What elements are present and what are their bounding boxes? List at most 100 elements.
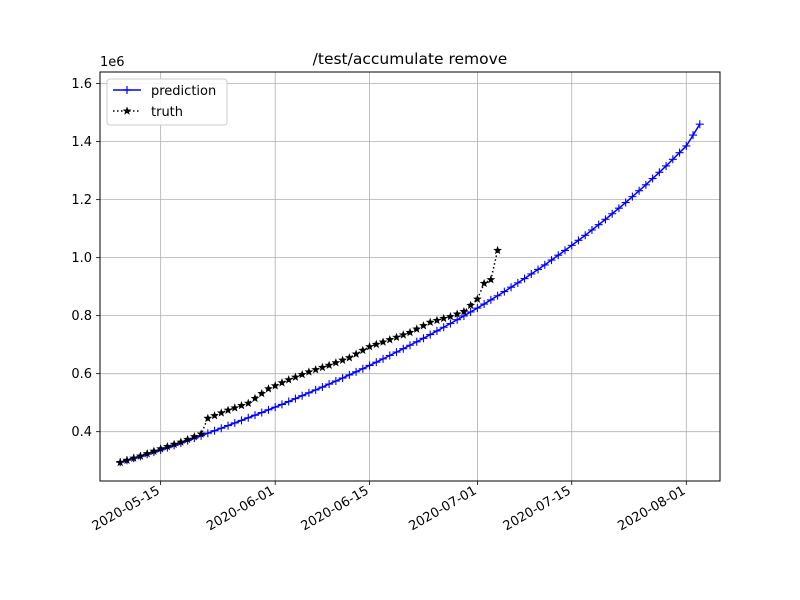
truth-marker — [371, 339, 381, 349]
prediction-marker — [446, 319, 455, 328]
truth-marker — [473, 294, 482, 303]
truth-marker — [439, 313, 449, 323]
prediction-marker — [567, 241, 576, 250]
truth-marker — [452, 309, 462, 318]
prediction-marker — [244, 413, 253, 422]
prediction-marker — [358, 364, 367, 373]
prediction-marker — [675, 148, 684, 157]
prediction-marker — [352, 367, 361, 376]
prediction-marker — [614, 204, 623, 213]
prediction-marker — [480, 300, 489, 309]
prediction-marker — [217, 424, 226, 433]
truth-marker — [331, 358, 341, 367]
y-tick-label: 1.0 — [71, 251, 92, 266]
prediction-marker — [379, 354, 388, 363]
truth-marker — [351, 349, 361, 358]
legend-truth-label: truth — [151, 105, 183, 120]
truth-marker — [264, 384, 273, 393]
truth-marker — [385, 335, 395, 344]
prediction-marker — [513, 278, 522, 287]
prediction-marker — [298, 391, 307, 400]
plot-frame — [99, 71, 721, 482]
prediction-marker — [473, 304, 482, 313]
prediction-marker — [689, 131, 698, 140]
truth-marker — [304, 367, 314, 376]
prediction-marker — [574, 236, 583, 245]
truth-marker — [136, 451, 145, 460]
truth-marker — [183, 434, 192, 444]
prediction-marker — [587, 225, 596, 234]
prediction-marker — [251, 411, 259, 420]
prediction-marker — [547, 256, 556, 265]
prediction-marker — [594, 220, 603, 229]
truth-marker — [230, 403, 240, 412]
truth-marker — [149, 446, 159, 455]
prediction-marker — [406, 341, 414, 350]
prediction-marker — [621, 198, 630, 207]
prediction-marker — [325, 380, 334, 389]
truth-marker — [210, 411, 219, 420]
truth-marker — [169, 439, 179, 449]
truth-marker — [277, 378, 287, 387]
truth-marker — [163, 441, 172, 451]
truth-marker — [250, 393, 260, 403]
prediction-marker — [466, 307, 475, 316]
y-tick-label: 1.2 — [71, 193, 92, 208]
truth-marker — [432, 315, 442, 325]
prediction-marker — [372, 358, 381, 367]
legend-truth-marker — [122, 106, 132, 115]
y-tick-label: 1.4 — [71, 135, 92, 150]
prediction-marker — [338, 374, 347, 383]
grid-lines — [100, 72, 720, 481]
series-layer — [115, 120, 704, 467]
prediction-marker — [493, 291, 502, 300]
prediction-marker — [608, 209, 617, 218]
truth-marker — [405, 327, 415, 337]
prediction-marker — [304, 388, 313, 397]
y-tick-label: 1.6 — [71, 77, 92, 92]
chart-title: /test/accumulate remove — [313, 50, 508, 68]
legend-prediction-label: prediction — [151, 84, 216, 99]
truth-marker — [284, 375, 294, 384]
prediction-marker — [224, 421, 233, 430]
truth-marker — [324, 360, 334, 369]
prediction-marker — [561, 246, 569, 255]
truth-marker — [344, 353, 354, 362]
truth-marker — [412, 324, 422, 333]
truth-marker — [122, 455, 132, 465]
truth-marker — [189, 432, 199, 441]
truth-marker — [156, 444, 166, 453]
prediction-marker — [527, 269, 536, 278]
prediction-marker — [432, 326, 441, 335]
prediction-marker — [392, 348, 401, 357]
prediction-marker — [419, 334, 428, 343]
truth-marker — [425, 317, 435, 327]
prediction-marker — [486, 295, 495, 304]
prediction-marker — [648, 174, 657, 183]
truth-marker — [466, 300, 476, 310]
truth-marker — [270, 381, 280, 390]
prediction-marker — [655, 168, 664, 177]
prediction-marker — [284, 397, 293, 406]
truth-marker — [493, 245, 502, 255]
truth-marker — [291, 372, 300, 381]
prediction-marker — [500, 287, 509, 296]
truth-marker — [365, 342, 374, 351]
truth-marker — [297, 369, 307, 379]
truth-marker — [378, 337, 388, 346]
prediction-marker — [662, 161, 671, 170]
prediction-marker — [264, 405, 273, 414]
prediction-marker — [507, 283, 516, 292]
prediction-marker — [291, 394, 300, 403]
truth-marker — [216, 408, 226, 417]
prediction-marker — [257, 408, 266, 417]
prediction-marker — [210, 426, 219, 435]
prediction-marker — [412, 337, 421, 346]
truth-marker — [129, 453, 139, 462]
truth-marker — [459, 307, 469, 316]
prediction-marker — [534, 265, 543, 274]
prediction-marker — [365, 361, 374, 370]
truth-marker — [479, 278, 489, 288]
truth-marker — [115, 457, 125, 467]
